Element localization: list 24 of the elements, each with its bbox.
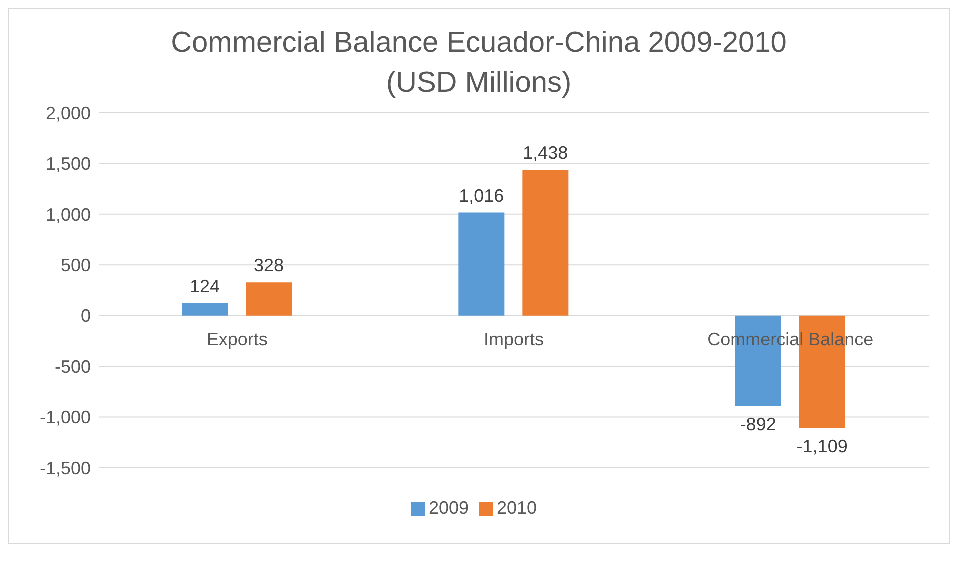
- y-tick-label: 2,000: [46, 103, 91, 124]
- bar: [458, 212, 505, 316]
- y-tick-label: 500: [60, 256, 91, 276]
- bar: [182, 303, 228, 316]
- y-tick-label: -1,500: [40, 458, 91, 478]
- legend-label: 2010: [497, 498, 538, 518]
- data-label: -892: [740, 414, 776, 434]
- y-tick-label: -1,000: [40, 408, 91, 428]
- y-tick-label: 1,500: [46, 154, 91, 174]
- chart-subtitle: (USD Millions): [385, 66, 573, 101]
- y-tick-label: -500: [54, 356, 91, 377]
- data-label: 124: [190, 276, 220, 296]
- data-label: 1,016: [459, 186, 504, 206]
- bar: [246, 282, 292, 316]
- legend-label: 2009: [428, 498, 469, 518]
- data-label: 1,438: [523, 143, 568, 164]
- chart-title: Commercial Balance Ecuador-China 2009-2010: [170, 26, 788, 61]
- bar: [522, 170, 569, 316]
- y-tick-label: 1,000: [46, 204, 91, 225]
- y-tick-label: 0: [80, 306, 91, 326]
- data-label: 328: [254, 256, 284, 276]
- x-tick-label: Imports: [484, 330, 544, 350]
- data-label: -1,109: [796, 436, 848, 456]
- x-tick-label: Exports: [206, 330, 268, 350]
